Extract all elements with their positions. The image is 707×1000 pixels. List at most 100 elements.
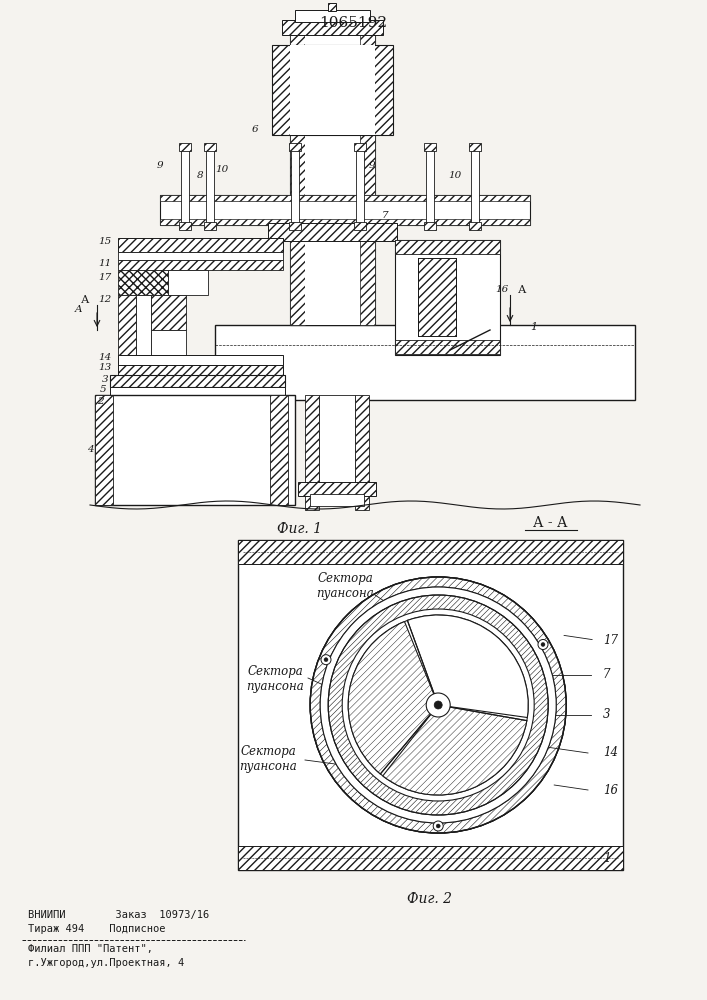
Bar (295, 10, 370, 22)
Bar (289, 222, 301, 230)
Wedge shape (546, 741, 560, 757)
Wedge shape (450, 578, 464, 590)
Text: Сектора
пуансона: Сектора пуансона (239, 745, 297, 773)
Circle shape (324, 658, 328, 662)
Wedge shape (382, 705, 527, 795)
Wedge shape (399, 580, 414, 593)
Wedge shape (526, 619, 542, 636)
Text: 9: 9 (157, 160, 163, 169)
Circle shape (436, 824, 440, 828)
Bar (355, 395, 369, 510)
Bar (282, 20, 383, 35)
Bar (319, 395, 355, 485)
Text: 9: 9 (368, 160, 375, 169)
Wedge shape (534, 764, 549, 780)
Bar (151, 330, 186, 355)
Bar (424, 222, 436, 230)
Bar (360, 35, 375, 325)
Wedge shape (363, 594, 379, 610)
Bar (206, 150, 214, 225)
Wedge shape (363, 800, 379, 816)
Bar (268, 223, 397, 241)
Text: 16: 16 (496, 286, 508, 294)
Bar (179, 143, 191, 151)
Wedge shape (310, 705, 321, 718)
Text: 12: 12 (98, 296, 112, 304)
Circle shape (434, 701, 442, 709)
Circle shape (321, 655, 331, 665)
Text: 7: 7 (382, 211, 388, 220)
Bar (289, 143, 301, 151)
Wedge shape (497, 594, 513, 610)
Bar (305, 35, 360, 325)
Bar (204, 222, 216, 230)
Wedge shape (313, 730, 326, 745)
Wedge shape (374, 588, 390, 603)
Wedge shape (508, 793, 524, 809)
Wedge shape (374, 807, 390, 822)
Text: А: А (518, 285, 526, 295)
Text: 7: 7 (603, 668, 611, 682)
Bar (118, 260, 283, 270)
Text: Тираж 494    Подписное: Тираж 494 Подписное (28, 924, 165, 934)
Bar (118, 365, 283, 375)
Bar (395, 340, 500, 354)
Text: Филиал ППП "Патент",: Филиал ППП "Патент", (28, 944, 153, 954)
Bar (95, 395, 113, 505)
Wedge shape (327, 630, 343, 646)
Bar (290, 35, 305, 325)
Wedge shape (540, 753, 555, 769)
Text: 4: 4 (87, 446, 93, 454)
Bar (238, 540, 623, 870)
Bar (298, 482, 376, 496)
Circle shape (328, 595, 548, 815)
Text: 3: 3 (603, 708, 611, 722)
Text: 16: 16 (603, 784, 618, 796)
Bar (105, 397, 290, 411)
Bar (272, 45, 393, 135)
Wedge shape (343, 610, 359, 626)
Wedge shape (526, 774, 542, 791)
Wedge shape (327, 764, 343, 780)
Bar (328, 3, 336, 11)
Wedge shape (546, 653, 560, 669)
Wedge shape (474, 583, 490, 597)
Text: 6: 6 (252, 125, 258, 134)
Wedge shape (554, 678, 566, 693)
Bar (238, 846, 623, 870)
Bar (310, 494, 364, 506)
Bar (136, 295, 151, 355)
Wedge shape (551, 665, 563, 680)
Text: 14: 14 (603, 746, 618, 760)
Text: 1: 1 (603, 852, 611, 864)
Circle shape (320, 587, 556, 823)
Wedge shape (349, 622, 438, 774)
Text: Сектора
пуансона: Сектора пуансона (246, 665, 304, 693)
Wedge shape (425, 822, 438, 833)
Wedge shape (486, 588, 502, 603)
Wedge shape (353, 793, 369, 809)
Text: А - А: А - А (533, 516, 567, 530)
Text: 13: 13 (98, 363, 112, 372)
Bar (95, 395, 295, 505)
Text: 2: 2 (97, 397, 103, 406)
Bar (160, 219, 530, 225)
Bar (305, 395, 319, 510)
Text: 8: 8 (197, 170, 204, 180)
Bar (424, 143, 436, 151)
Text: A: A (75, 306, 83, 314)
Wedge shape (486, 807, 502, 822)
Bar (204, 143, 216, 151)
Bar (110, 375, 285, 387)
Wedge shape (517, 610, 533, 626)
Text: 1065192: 1065192 (319, 16, 387, 30)
Bar (471, 150, 479, 225)
Bar (160, 195, 530, 225)
Bar (215, 325, 635, 400)
Bar (469, 143, 481, 151)
Wedge shape (386, 583, 402, 597)
Wedge shape (317, 653, 330, 669)
Bar (118, 355, 283, 365)
Bar (118, 270, 168, 295)
Text: Фиг. 1: Фиг. 1 (278, 522, 322, 536)
